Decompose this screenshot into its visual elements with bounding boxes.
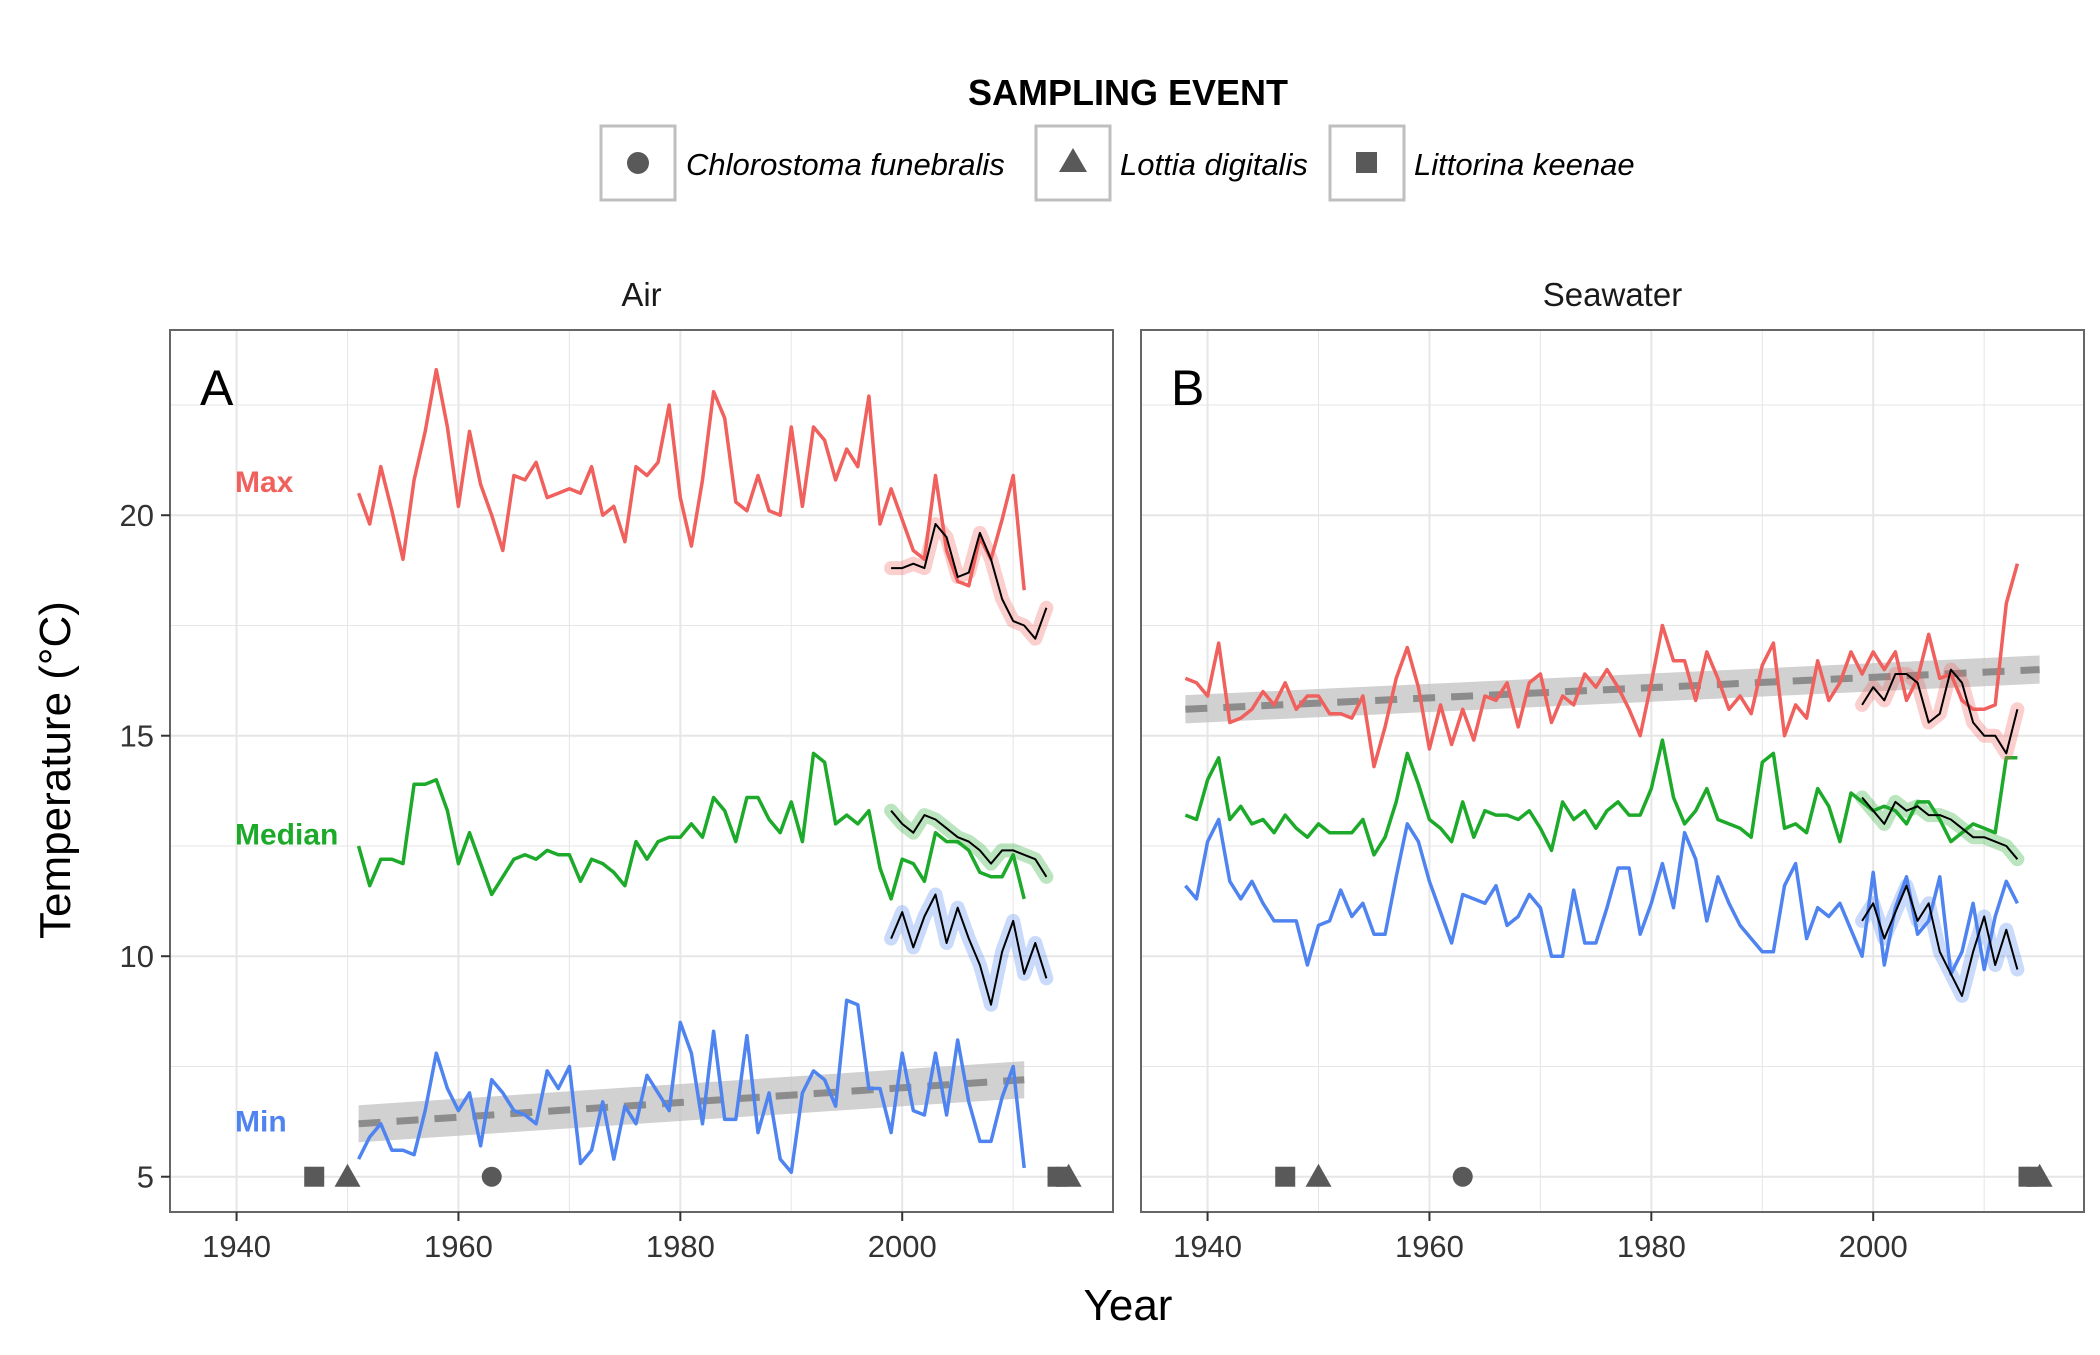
panel-strip-title: Air <box>621 276 661 313</box>
series-min-line <box>357 998 1026 1175</box>
plot-area <box>1184 563 2053 1187</box>
plot-area <box>304 367 1082 1187</box>
panel-letter: B <box>1171 360 1204 416</box>
sampling-marker-circle <box>481 1166 502 1187</box>
legend-item-littorina: Littorina keenae <box>1328 124 1635 202</box>
series-label-median: Median <box>235 819 338 852</box>
sampling-marker-triangle <box>1055 1163 1082 1187</box>
series-median-line <box>1184 738 2018 857</box>
sampling-marker-square <box>1275 1166 1296 1187</box>
series-median-line <box>356 751 1026 901</box>
panel-seawater: Seawater B 1940 1960 1980 2000 <box>1140 276 2085 1264</box>
sampling-marker-circle <box>1452 1166 1473 1187</box>
legend-key-box <box>599 124 677 202</box>
legend-label: Lottia digitalis <box>1120 147 1308 182</box>
grid <box>1141 330 2084 1212</box>
panel-air: Air A 1940 1960 1980 2000 5 10 15 20 Max Median Min <box>120 276 1114 1264</box>
series-max-rolling-line <box>891 523 1048 640</box>
trend-line-max <box>1185 666 2040 713</box>
circle-marker-icon <box>627 152 649 174</box>
legend-item-chlorostoma: Chlorostoma funebralis <box>599 124 1005 202</box>
sampling-marker-triangle <box>2026 1163 2053 1187</box>
panel-strip-title: Seawater <box>1543 276 1682 313</box>
grid <box>170 330 1113 1212</box>
series-min-rolling-line <box>1861 884 2019 997</box>
sampling-marker-square <box>304 1166 325 1187</box>
y-axis-label: Temperature (°C) <box>31 601 80 939</box>
series-label-min: Min <box>235 1105 287 1138</box>
x-tick-label: 1960 <box>424 1229 493 1264</box>
legend: SAMPLING EVENT Chlorostoma funebralis Lo… <box>599 72 1635 202</box>
series-min-rolling-line <box>890 893 1048 1006</box>
sampling-marker-triangle <box>1305 1163 1332 1187</box>
x-tick-label: 2000 <box>1839 1229 1908 1264</box>
y-tick-label: 15 <box>120 719 154 754</box>
x-tick-label: 1960 <box>1395 1229 1464 1264</box>
panel-border <box>169 329 1114 1213</box>
panel-border <box>1140 329 2085 1213</box>
y-tick-label: 10 <box>120 939 154 974</box>
series-max-line <box>1184 563 2020 769</box>
x-axis-label: Year <box>1084 1281 1173 1330</box>
x-tick-label: 1940 <box>202 1229 271 1264</box>
panel-background <box>1141 330 2084 1212</box>
series-max-line <box>356 367 1026 591</box>
x-tick-label: 1980 <box>646 1229 715 1264</box>
x-tick-label: 2000 <box>868 1229 937 1264</box>
series-median-rolling-line <box>890 810 1048 878</box>
sampling-marker-triangle <box>334 1163 361 1187</box>
y-tick-label: 5 <box>137 1160 154 1195</box>
trend-band-min <box>358 1061 1025 1143</box>
panel-background <box>170 330 1113 1212</box>
square-marker-icon <box>1356 152 1377 173</box>
x-tick-label: 1940 <box>1173 1229 1242 1264</box>
triangle-marker-icon <box>1059 148 1087 172</box>
legend-item-lottia: Lottia digitalis <box>1034 124 1308 202</box>
legend-label: Littorina keenae <box>1414 147 1635 182</box>
series-max-rolling-line <box>1861 668 2019 755</box>
series-label-max: Max <box>235 466 294 499</box>
panel-letter: A <box>200 360 234 416</box>
legend-title: SAMPLING EVENT <box>968 72 1288 113</box>
y-tick-label: 20 <box>120 498 154 533</box>
series-median-rolling-line <box>1861 796 2019 860</box>
legend-label: Chlorostoma funebralis <box>686 147 1005 182</box>
x-tick-label: 1980 <box>1617 1229 1686 1264</box>
